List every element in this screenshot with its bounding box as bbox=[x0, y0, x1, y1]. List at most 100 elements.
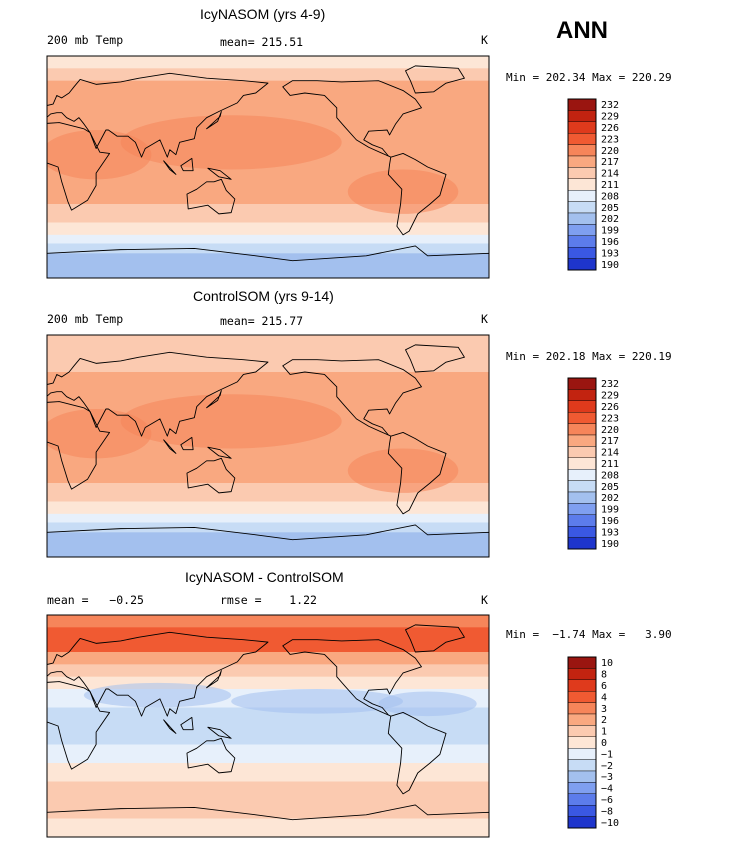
colorbar-cell bbox=[567, 110, 597, 123]
colorbar-tick-label: 211 bbox=[601, 459, 619, 470]
colorbar-1: 2322292262232202172142112082052021991961… bbox=[567, 98, 619, 271]
colorbar-cell bbox=[567, 736, 597, 749]
colorbar-cell bbox=[567, 412, 597, 424]
panel1-mean-label: mean= 215.51 bbox=[220, 35, 304, 49]
colorbar-tick-label: 3 bbox=[601, 704, 607, 715]
coastline bbox=[180, 716, 194, 731]
colorbar-cell bbox=[567, 668, 597, 681]
lat-band bbox=[47, 627, 489, 641]
colorbar-tick-label: 226 bbox=[601, 402, 619, 413]
colorbar-tick-label: 208 bbox=[601, 470, 619, 481]
colorbar-cell bbox=[567, 816, 597, 829]
colorbar-tick-label: 196 bbox=[601, 516, 619, 527]
coastline bbox=[47, 122, 111, 211]
colorbar-cell bbox=[567, 246, 597, 259]
colorbar-tick-label: −2 bbox=[601, 761, 613, 772]
colorbar-tick-label: 196 bbox=[601, 237, 619, 248]
coastline bbox=[282, 80, 422, 158]
coastline bbox=[282, 639, 422, 717]
coastline bbox=[387, 711, 447, 795]
colorbar-tick-label: 211 bbox=[601, 180, 619, 191]
lat-band bbox=[47, 501, 489, 515]
colorbar-tick-label: 205 bbox=[601, 203, 619, 214]
colorbar-tick-label: 205 bbox=[601, 482, 619, 493]
colorbar-cell bbox=[567, 782, 597, 795]
lat-band bbox=[47, 93, 489, 112]
lat-band bbox=[47, 56, 489, 69]
colorbar-cell bbox=[567, 178, 597, 191]
colorbar-cell bbox=[567, 770, 597, 783]
colorbar-cell bbox=[567, 189, 597, 202]
coastline bbox=[163, 160, 177, 175]
map-frame bbox=[46, 614, 490, 838]
field-blob bbox=[120, 115, 342, 170]
map-panel-1 bbox=[46, 55, 490, 279]
panel3-rmse-label: rmse = 1.22 bbox=[220, 593, 317, 607]
colorbar-cell bbox=[567, 691, 597, 703]
lat-band bbox=[47, 68, 489, 82]
colorbar-tick-label: 229 bbox=[601, 112, 619, 123]
panel1-units-label: K bbox=[481, 33, 488, 47]
field-blob bbox=[83, 682, 232, 708]
field-blob bbox=[47, 130, 152, 180]
colorbar-tick-label: 199 bbox=[601, 505, 619, 516]
panel3-min-max: Min = −1.74 Max = 3.90 bbox=[506, 628, 672, 641]
colorbar-cell bbox=[567, 503, 597, 515]
colorbar-tick-label: 190 bbox=[601, 260, 619, 271]
coastline bbox=[282, 359, 422, 437]
colorbar-tick-label: 232 bbox=[601, 379, 619, 390]
coastline bbox=[186, 737, 236, 774]
colorbar-cell bbox=[567, 805, 597, 817]
colorbar-tick-label: −6 bbox=[601, 795, 613, 806]
lat-band bbox=[47, 80, 489, 94]
lat-band bbox=[47, 818, 489, 837]
colorbar-tick-label: 220 bbox=[601, 146, 619, 157]
panel2-mean-label: mean= 215.77 bbox=[220, 314, 304, 328]
colorbar-cell bbox=[567, 121, 597, 134]
colorbar-tick-label: 10 bbox=[601, 658, 613, 669]
colorbar-tick-label: 202 bbox=[601, 493, 619, 504]
colorbar-cell bbox=[567, 132, 597, 145]
map-frame bbox=[46, 55, 490, 279]
colorbar-tick-label: 229 bbox=[601, 391, 619, 402]
colorbar-cell bbox=[567, 702, 597, 715]
coastline bbox=[186, 178, 236, 215]
colorbar-tick-label: 2 bbox=[601, 715, 607, 726]
coastline bbox=[47, 631, 269, 717]
colorbar-cell bbox=[567, 389, 597, 401]
coastline bbox=[47, 72, 269, 158]
colorbar-cell bbox=[567, 759, 597, 772]
colorbar-tick-label: 1 bbox=[601, 727, 607, 738]
lat-band bbox=[47, 243, 489, 254]
lat-band bbox=[47, 639, 489, 653]
colorbar-tick-label: 208 bbox=[601, 191, 619, 202]
coastline bbox=[405, 344, 465, 373]
colorbar-tick-label: 214 bbox=[601, 169, 619, 180]
map-panel-2 bbox=[46, 334, 490, 558]
colorbar-cell bbox=[567, 679, 597, 692]
coastline bbox=[47, 245, 489, 278]
colorbar-tick-label: 223 bbox=[601, 134, 619, 145]
panel3-units-label: K bbox=[481, 593, 488, 607]
colorbar-cell bbox=[567, 258, 597, 271]
coastline bbox=[47, 401, 111, 490]
colorbar-cell bbox=[567, 469, 597, 481]
colorbar-tick-label: 190 bbox=[601, 539, 619, 550]
colorbar-cell bbox=[567, 793, 597, 806]
colorbar-cell bbox=[567, 491, 597, 504]
panel1-min-max: Min = 202.34 Max = 220.29 bbox=[506, 71, 672, 84]
field-blob bbox=[231, 689, 404, 714]
colorbar-tick-label: 202 bbox=[601, 214, 619, 225]
coastline bbox=[180, 157, 194, 172]
coastline bbox=[47, 351, 269, 437]
field-blob bbox=[378, 691, 477, 717]
panel2-variable-label: 200 mb Temp bbox=[47, 312, 124, 326]
colorbar-cell bbox=[567, 212, 597, 225]
lat-band bbox=[47, 359, 489, 373]
colorbar-tick-label: −1 bbox=[601, 749, 613, 760]
colorbar-tick-label: 6 bbox=[601, 681, 607, 692]
coastline bbox=[387, 152, 447, 236]
lat-band bbox=[47, 800, 489, 819]
colorbar-cell bbox=[567, 377, 597, 390]
